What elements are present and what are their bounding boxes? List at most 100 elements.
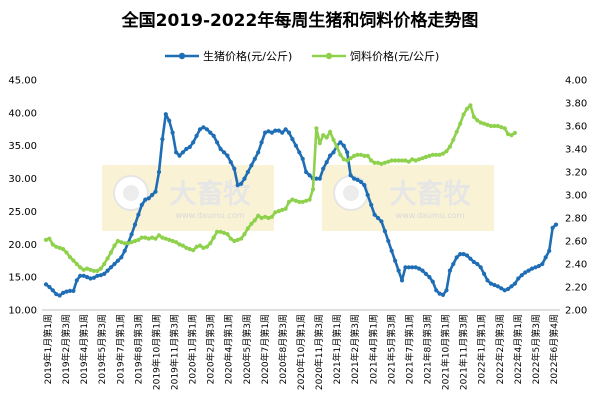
data-point <box>540 261 545 267</box>
data-point <box>78 265 83 270</box>
data-point <box>362 183 367 188</box>
data-point <box>143 197 148 202</box>
data-point <box>91 275 96 280</box>
y-left-tick-label: 10.00 <box>8 306 37 317</box>
y-right-tick-label: 4.00 <box>565 76 587 87</box>
data-point <box>197 127 203 132</box>
data-point <box>352 153 357 158</box>
data-point <box>499 125 504 130</box>
data-point <box>331 150 336 155</box>
data-point <box>81 267 86 272</box>
data-point <box>283 127 288 132</box>
data-point <box>430 152 435 157</box>
data-point <box>245 226 250 231</box>
data-point <box>242 176 247 181</box>
data-point <box>228 236 233 241</box>
watermark-url: www.dxumu.com <box>176 211 245 220</box>
data-point <box>338 140 343 145</box>
data-point <box>321 133 326 138</box>
data-point <box>259 215 264 221</box>
data-point <box>225 232 230 237</box>
data-point <box>150 235 155 240</box>
data-point <box>499 286 504 291</box>
y-left-tick-label: 20.00 <box>8 240 37 251</box>
data-point <box>293 143 298 148</box>
data-point <box>375 215 381 221</box>
x-tick-label: 2020年10月第1周 <box>295 314 307 390</box>
data-point <box>57 293 62 298</box>
data-point <box>492 282 497 288</box>
data-point <box>156 233 162 238</box>
data-point <box>239 236 244 241</box>
data-point <box>167 237 172 242</box>
data-point <box>297 150 302 155</box>
data-point <box>506 286 511 292</box>
data-point <box>64 289 69 294</box>
data-point <box>324 160 329 165</box>
y-right-tick-label: 3.40 <box>565 145 587 156</box>
data-point <box>228 160 233 165</box>
x-tick-label: 2021年11月第3周 <box>458 314 470 390</box>
data-point <box>461 112 466 117</box>
data-point <box>245 169 250 175</box>
data-point <box>543 255 548 260</box>
data-point <box>139 202 144 207</box>
y-left-tick-label: 15.00 <box>8 273 37 284</box>
legend-marker-hog-icon <box>178 52 186 60</box>
data-point <box>348 173 353 178</box>
data-point <box>434 152 439 157</box>
data-point <box>126 241 131 246</box>
data-point <box>286 199 292 204</box>
data-point <box>283 206 288 211</box>
data-point <box>43 237 49 242</box>
data-point <box>215 229 220 234</box>
data-point <box>47 284 52 290</box>
data-point <box>122 248 127 253</box>
data-point <box>482 121 487 126</box>
legend: 生猪价格(元/公斤) 饲料价格(元/公斤) <box>165 49 439 63</box>
data-point <box>129 232 134 237</box>
data-point <box>81 273 86 278</box>
data-point <box>269 214 274 219</box>
x-tick-label: 2020年7月第1周 <box>259 314 271 384</box>
data-point <box>150 192 155 198</box>
x-tick-label: 2022年4月第1周 <box>512 314 524 384</box>
y-right-tick-label: 2.40 <box>565 260 587 271</box>
data-point <box>102 271 107 276</box>
data-point <box>369 158 374 163</box>
data-point <box>249 163 254 168</box>
data-point <box>413 158 418 163</box>
y-left-tick-label: 30.00 <box>8 174 37 185</box>
data-point <box>259 140 264 145</box>
y-right-tick-label: 3.20 <box>565 168 587 179</box>
data-point <box>482 271 487 276</box>
x-tick-label: 2022年6月第4周 <box>548 314 560 384</box>
data-point <box>468 103 473 108</box>
data-point <box>375 160 381 165</box>
data-point <box>290 137 295 142</box>
data-point <box>410 157 415 162</box>
data-point <box>352 176 357 181</box>
data-point <box>444 149 449 154</box>
data-point <box>475 261 480 267</box>
data-point <box>108 250 114 255</box>
data-point <box>454 255 459 260</box>
data-point <box>348 156 353 161</box>
x-tick-label: 2021年8月第3周 <box>422 314 434 384</box>
data-point <box>444 288 449 293</box>
data-point <box>174 150 179 155</box>
watermark-logo-inner-icon <box>343 185 359 201</box>
data-point <box>553 222 559 227</box>
watermark-url: www.dxumu.com <box>396 211 465 220</box>
data-point <box>235 183 240 188</box>
data-point <box>50 242 55 247</box>
data-point <box>478 120 483 125</box>
data-point <box>417 266 422 271</box>
data-point <box>119 240 124 245</box>
data-point <box>345 150 350 155</box>
data-point <box>43 282 49 287</box>
data-point <box>146 236 151 241</box>
data-point <box>167 118 172 123</box>
data-point <box>386 159 391 164</box>
data-point <box>317 141 322 146</box>
